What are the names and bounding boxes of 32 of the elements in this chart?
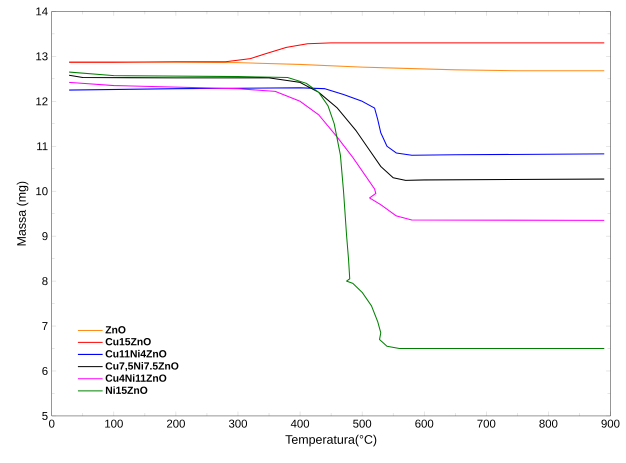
y-axis-title: Massa (mg): [16, 182, 28, 246]
y-tick-label: 6: [42, 367, 48, 376]
legend-label: Cu7,5Ni7.5ZnO: [106, 362, 178, 372]
y-tick-label: 7: [42, 322, 48, 330]
legend-label: Cu4Ni11ZnO: [106, 374, 166, 382]
line-series: [68, 72, 605, 350]
y-tick-label: 5: [42, 412, 48, 420]
y-tick-label: 12: [36, 98, 48, 106]
x-tick-label: 700: [477, 420, 496, 428]
x-tick-label: 900: [602, 420, 620, 428]
y-tick-label: 9: [42, 232, 48, 240]
x-tick-label: 100: [105, 420, 123, 428]
x-tick-label: 600: [415, 420, 434, 428]
y-tick-label: 14: [36, 8, 48, 16]
legend-label: Ni15ZnO: [106, 386, 148, 394]
y-tick-label: 13: [36, 52, 48, 61]
x-tick-label: 500: [353, 420, 372, 428]
y-tick-label: 11: [37, 142, 48, 150]
x-tick-label: 400: [290, 420, 310, 428]
legend-label: Cu11Ni4ZnO: [106, 350, 166, 358]
x-axis-title: Temperatura(°C): [285, 435, 376, 447]
x-tick-label: 300: [228, 420, 248, 428]
legend-label: Cu15ZnO: [106, 338, 151, 346]
x-tick-label: 0: [49, 420, 54, 428]
x-tick-label: 200: [166, 420, 185, 428]
line-series: [68, 88, 605, 156]
y-tick-label: 8: [42, 277, 48, 286]
line-series: [68, 82, 605, 222]
line-series: [68, 74, 605, 182]
y-tick-label: 10: [36, 187, 48, 196]
legend-label: ZnO: [106, 326, 126, 334]
x-tick-label: 800: [539, 420, 558, 428]
